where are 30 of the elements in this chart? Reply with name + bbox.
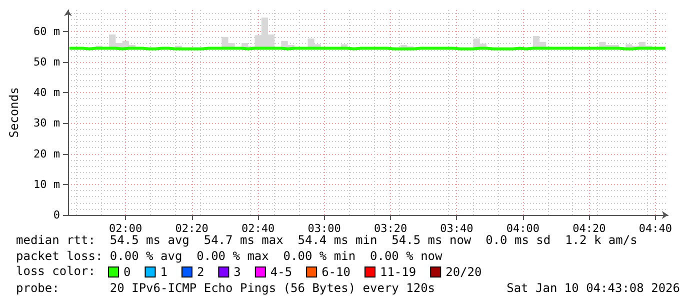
x-tick-label: 04:20 bbox=[572, 222, 606, 235]
legend-label: 2 bbox=[196, 265, 204, 279]
y-tick-label: 50 m bbox=[34, 56, 60, 69]
y-tick-label: 30 m bbox=[34, 116, 60, 130]
y-tick-label: 20 m bbox=[34, 147, 60, 160]
y-tick-label: 40 m bbox=[34, 86, 60, 100]
y-tick-label: 60 m bbox=[34, 24, 60, 38]
legend-label: 3 bbox=[234, 265, 241, 279]
legend-label: 4-5 bbox=[270, 265, 292, 279]
x-tick-label: 02:00 bbox=[109, 222, 142, 235]
x-tick-label: 02:40 bbox=[242, 222, 275, 235]
legend-label: 20/20 bbox=[446, 265, 482, 279]
text: probe: 20 IPv6-ICMP Echo Pings (56 Bytes) every 120s bbox=[16, 281, 436, 295]
x-tick-label: 03:40 bbox=[440, 222, 474, 235]
x-tick-label: 03:00 bbox=[308, 222, 341, 235]
text: Sat Jan 10 04:43:08 2026 bbox=[506, 281, 680, 295]
legend-label: 6-10 bbox=[322, 265, 350, 279]
x-tick-label: 03:20 bbox=[374, 222, 408, 235]
x-tick-label: 02:20 bbox=[175, 222, 208, 235]
text: median rtt: 54.5 ms avg 54.7 ms max 54.4 ms min 54.5 ms now 0.0 ms sd 1.2 k am/s bbox=[16, 233, 638, 247]
y-tick-label: 0 bbox=[53, 208, 60, 222]
legend-label: 0 bbox=[124, 265, 131, 279]
legend-label: 11-19 bbox=[380, 265, 416, 279]
legend-title: loss color: bbox=[16, 264, 96, 278]
text: packet loss: 0.00 % avg 0.00 % max 0.00 % min 0.00 % now bbox=[16, 249, 442, 263]
x-tick-label: 04:00 bbox=[506, 222, 540, 235]
y-tick-label: 10 m bbox=[34, 178, 60, 191]
legend-label: 1 bbox=[160, 265, 168, 279]
y-axis-title: Seconds bbox=[7, 87, 21, 138]
x-tick-label: 04:40 bbox=[638, 222, 672, 235]
